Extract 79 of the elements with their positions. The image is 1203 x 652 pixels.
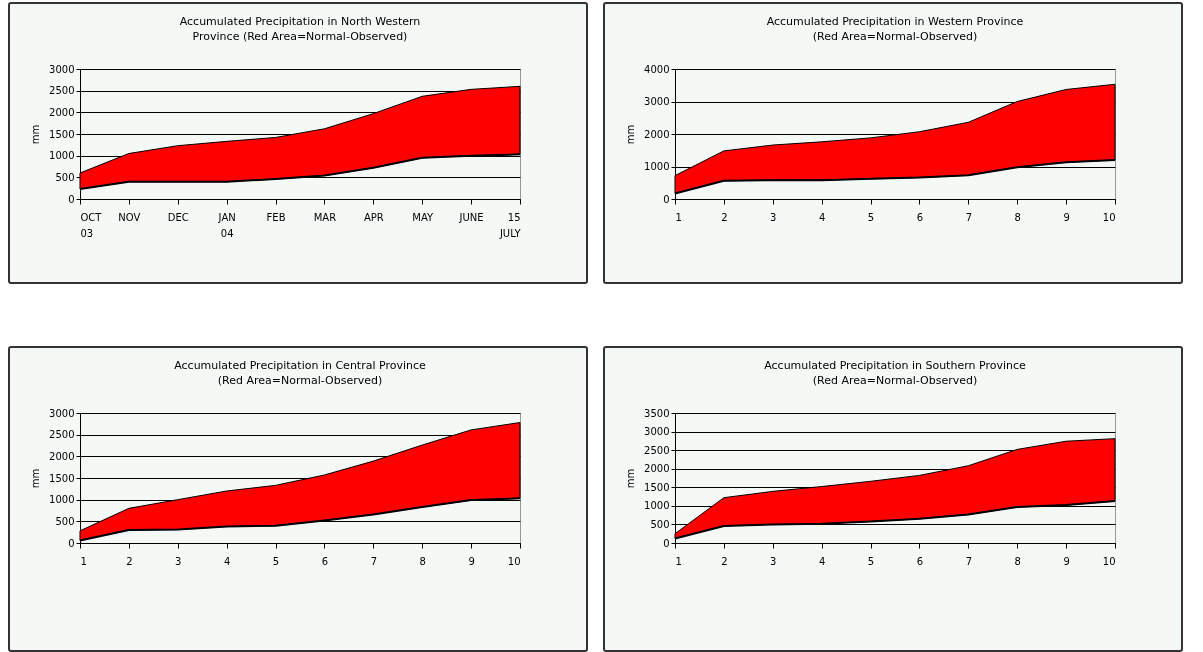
y-tick-label: 3500	[644, 407, 670, 419]
x-tick-label: 8	[419, 555, 426, 567]
y-tick-label: 2500	[49, 85, 75, 97]
x-tick-label: 1	[675, 555, 682, 567]
x-tick-label: 4	[818, 211, 826, 223]
y-tick-label: 3000	[644, 96, 670, 107]
y-tick-label: 1500	[49, 128, 75, 140]
x-tick-label: 7	[370, 555, 378, 567]
y-tick-label: 0	[68, 537, 75, 549]
x-tick-label: 2	[721, 555, 728, 567]
x-tick-label: 6	[916, 211, 924, 223]
y-tick-label: 2000	[49, 450, 75, 462]
x-tick-label: 2	[721, 211, 728, 223]
x-tick-label: 8	[1014, 555, 1021, 567]
x-tick-label: 5	[272, 555, 280, 567]
x-tick-label: 10	[1102, 555, 1116, 567]
x-tick-label: 10	[507, 555, 521, 567]
x-tick-label: 3	[770, 211, 777, 223]
x-tick-label: 5	[867, 211, 875, 223]
x-tick-label: MAY	[412, 211, 435, 223]
x-tick-label: JUNE	[458, 211, 484, 223]
y-tick-label: 2000	[644, 463, 670, 475]
x-tick-label: 10	[1102, 211, 1116, 223]
x-tick-label: APR	[363, 211, 384, 223]
x-tick-label: 9	[1063, 211, 1070, 223]
y-axis-title: mm	[625, 124, 637, 145]
y-tick-label: 3000	[49, 63, 75, 75]
y-tick-label: 2500	[644, 444, 670, 456]
y-axis-title: mm	[625, 468, 637, 489]
y-axis-title: mm	[30, 124, 42, 145]
x-tick-label: 7	[965, 555, 973, 567]
chart-subtitle: (Red Area=Normal-Observed)	[217, 374, 383, 387]
chart-title: Accumulated Precipitation in North Western	[179, 15, 421, 28]
x-tick-label: 5	[867, 555, 875, 567]
x-tick-label: 15 JULY	[498, 211, 522, 239]
chart-subtitle: (Red Area=Normal-Observed)	[812, 30, 978, 43]
chart-title: Accumulated Precipitation in Southern Province	[764, 359, 1027, 372]
y-tick-label: 500	[650, 518, 670, 530]
y-tick-label: 3000	[644, 426, 670, 438]
x-tick-label: 8	[1014, 211, 1021, 223]
y-tick-label: 0	[68, 193, 75, 205]
y-tick-label: 1000	[49, 150, 75, 162]
chart-subtitle: Province (Red Area=Normal-Observed)	[192, 30, 408, 43]
x-tick-label: 9	[1063, 555, 1070, 567]
x-tick-label: 4	[223, 555, 231, 567]
y-tick-label: 2000	[644, 128, 670, 140]
y-tick-label: 3000	[49, 407, 75, 419]
y-axis-title: mm	[30, 468, 42, 489]
x-tick-label: 1	[675, 211, 682, 223]
y-tick-label: 1000	[644, 161, 670, 172]
x-tick-label: MAR	[313, 211, 337, 223]
x-tick-label: 6	[321, 555, 329, 567]
y-tick-label: 2500	[49, 429, 75, 441]
y-tick-label: 0	[663, 537, 670, 549]
y-tick-label: 1000	[49, 494, 75, 506]
y-tick-label: 1500	[49, 472, 75, 484]
chart-title: Accumulated Precipitation in Central Province	[174, 359, 427, 372]
y-tick-label: 1000	[644, 500, 670, 512]
x-tick-label: 1	[80, 555, 87, 567]
x-tick-label: DEC	[167, 211, 189, 223]
x-tick-label: 3	[770, 555, 777, 567]
x-tick-label: FEB	[266, 211, 286, 223]
x-tick-label: JAN 04	[217, 211, 236, 239]
y-tick-label: 500	[55, 515, 75, 527]
x-tick-label: 9	[468, 555, 475, 567]
x-tick-label: 7	[965, 211, 973, 223]
chart-title: Accumulated Precipitation in Western Province	[766, 15, 1024, 28]
x-tick-label: OCT 03	[80, 211, 103, 239]
y-tick-label: 1500	[644, 481, 670, 493]
y-tick-label: 500	[55, 171, 75, 183]
x-tick-label: 6	[916, 555, 924, 567]
y-tick-label: 0	[663, 193, 670, 205]
x-tick-label: 3	[175, 555, 182, 567]
x-tick-label: NOV	[118, 211, 141, 223]
chart-subtitle: (Red Area=Normal-Observed)	[812, 374, 978, 387]
y-tick-label: 4000	[644, 63, 670, 75]
x-tick-label: 2	[126, 555, 133, 567]
y-tick-label: 2000	[49, 106, 75, 118]
x-tick-label: 4	[818, 555, 826, 567]
